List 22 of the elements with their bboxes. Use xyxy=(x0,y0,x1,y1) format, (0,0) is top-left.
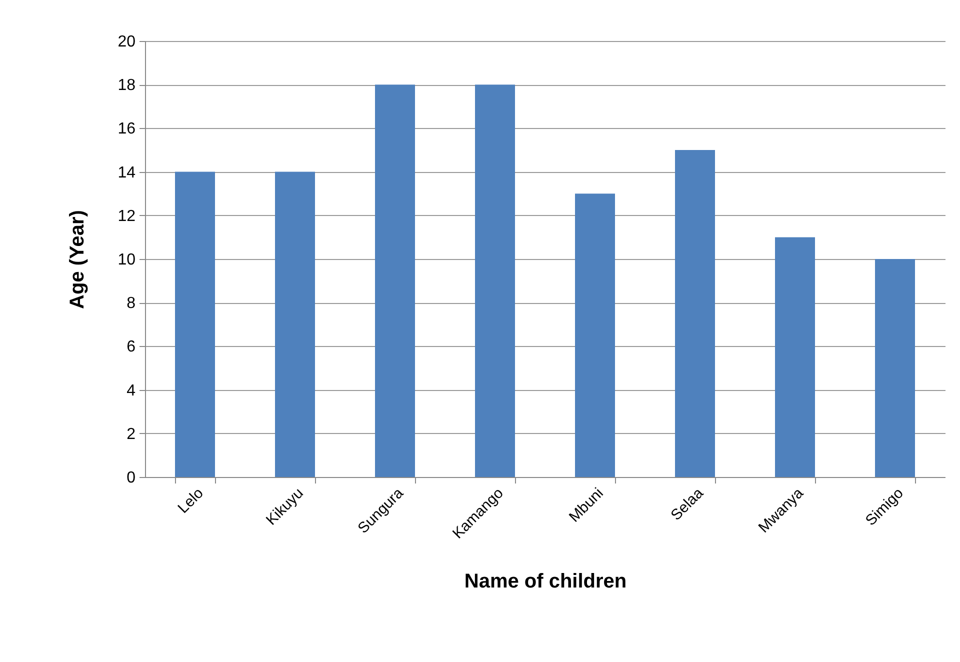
y-tick-label: 12 xyxy=(118,208,136,225)
y-tick-label: 16 xyxy=(118,120,136,138)
y-tick-label: 20 xyxy=(118,34,136,50)
y-tick-label: 2 xyxy=(126,426,136,443)
bar xyxy=(775,237,815,477)
bar xyxy=(575,194,615,477)
y-tick-label: 14 xyxy=(118,164,136,182)
y-tick-label: 8 xyxy=(126,295,136,312)
y-tick-label: 6 xyxy=(126,338,136,356)
y-tick-label: 18 xyxy=(118,77,136,94)
y-tick-label: 4 xyxy=(126,382,136,400)
x-tick-label: Lelo xyxy=(174,484,207,517)
bar xyxy=(175,172,215,477)
bar xyxy=(275,172,315,477)
y-axis-title: Age (Year) xyxy=(66,210,89,309)
x-axis-title: Name of children xyxy=(464,570,627,593)
y-tick-label: 10 xyxy=(118,252,136,268)
bar xyxy=(475,84,515,477)
y-tick-label: 0 xyxy=(126,470,136,486)
bar xyxy=(675,150,715,477)
bar xyxy=(875,259,915,477)
bar xyxy=(375,84,415,477)
